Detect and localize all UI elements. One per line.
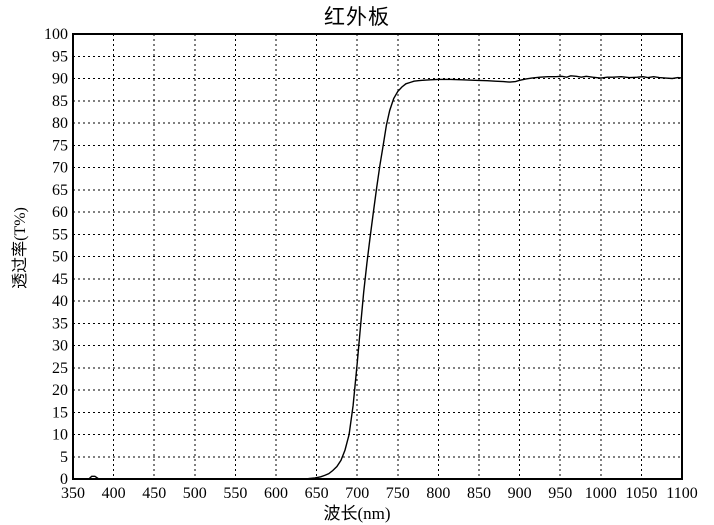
y-tick-label: 35 (52, 315, 68, 332)
x-tick-label: 750 (386, 485, 410, 502)
x-tick-label: 1000 (585, 485, 617, 502)
x-tick-label: 650 (305, 485, 329, 502)
y-tick-label: 80 (52, 115, 68, 132)
y-tick-label: 65 (52, 182, 68, 199)
chart-title: 红外板 (324, 5, 390, 29)
x-tick-label: 950 (548, 485, 572, 502)
x-tick-label: 600 (264, 485, 288, 502)
y-tick-label: 90 (52, 71, 68, 88)
x-tick-label: 1050 (625, 485, 657, 502)
y-tick-label: 5 (60, 449, 68, 466)
y-tick-label: 30 (52, 338, 68, 355)
y-tick-label: 10 (52, 427, 68, 444)
x-tick-label: 450 (142, 485, 166, 502)
y-tick-label: 55 (52, 226, 68, 243)
y-tick-label: 95 (52, 48, 68, 65)
plot-frame (72, 33, 683, 480)
y-tick-label: 15 (52, 404, 68, 421)
y-tick-label: 75 (52, 137, 68, 154)
x-tick-label: 800 (426, 485, 450, 502)
y-tick-label: 50 (52, 249, 68, 266)
y-tick-label: 20 (52, 382, 68, 399)
x-tick-label: 550 (223, 485, 247, 502)
y-tick-label: 25 (52, 360, 68, 377)
x-tick-label: 350 (61, 485, 85, 502)
x-tick-label: 850 (467, 485, 491, 502)
x-tick-label: 1100 (666, 485, 697, 502)
y-axis-label: 透过率(T%) (12, 207, 29, 289)
x-tick-label: 700 (345, 485, 369, 502)
transmittance-curve (73, 75, 683, 480)
y-tick-label: 85 (52, 93, 68, 110)
y-tick-label: 70 (52, 160, 68, 177)
x-tick-label: 500 (183, 485, 207, 502)
y-tick-label: 45 (52, 271, 68, 288)
y-tick-label: 0 (60, 471, 68, 488)
y-tick-label: 40 (52, 293, 68, 310)
x-axis-label: 波长(nm) (323, 504, 391, 523)
y-tick-label: 100 (44, 26, 68, 43)
x-tick-label: 400 (102, 485, 126, 502)
y-tick-label: 60 (52, 204, 68, 221)
x-tick-label: 900 (508, 485, 532, 502)
